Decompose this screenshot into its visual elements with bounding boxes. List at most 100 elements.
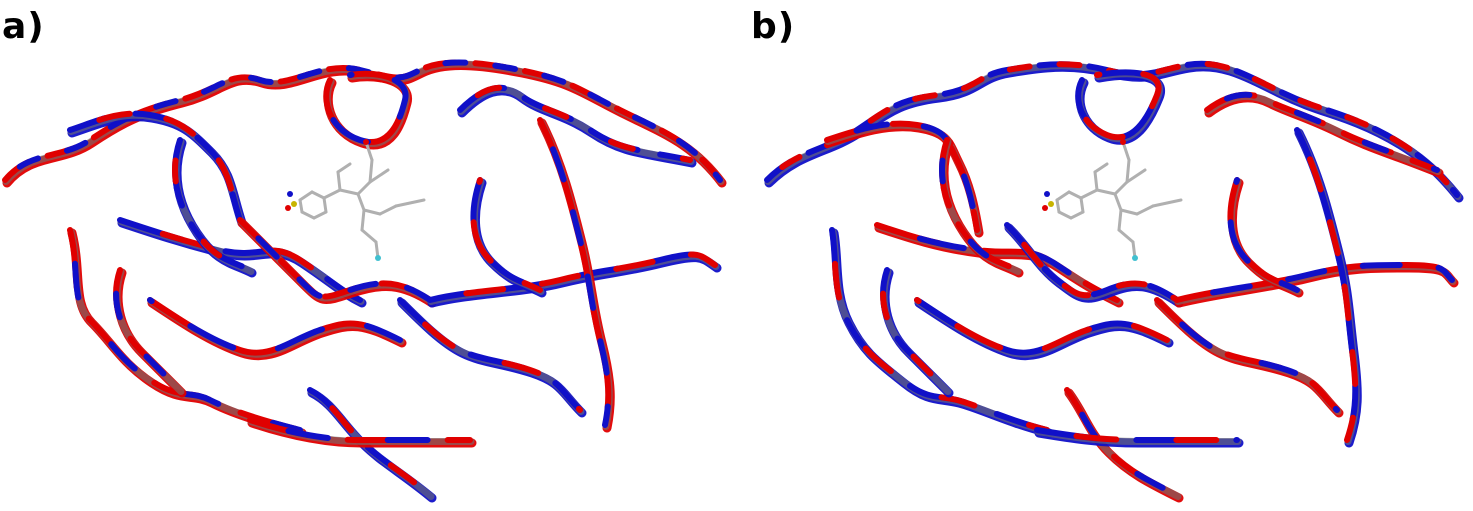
ligand-bond <box>356 180 372 196</box>
ligand-bond <box>356 192 366 212</box>
ligand-atom <box>1048 201 1054 207</box>
ligand-atom <box>1042 205 1048 211</box>
ribbon-front-segment-alt <box>2 59 723 183</box>
ribbon-front-segment <box>1227 177 1300 293</box>
ligand-atom <box>1044 191 1050 197</box>
ligand-bond <box>1121 140 1131 162</box>
ribbon-front-segment <box>537 117 612 428</box>
ribbon-front-segment-alt <box>1154 297 1340 413</box>
ribbon-front-segment-alt <box>537 117 612 428</box>
ribbon-front-segment <box>237 217 433 303</box>
panel-a: a) <box>0 0 736 511</box>
ligand-bond <box>1125 158 1131 184</box>
ligand-bond <box>1093 162 1109 174</box>
ribbon-front-segment-alt <box>1227 177 1300 293</box>
ligand-bond <box>322 196 328 214</box>
ribbon-front-segment-alt <box>1294 127 1359 443</box>
panel-b: b) <box>737 0 1473 511</box>
ligand-atom <box>285 205 291 211</box>
ligand-bond <box>1055 190 1071 202</box>
ligand-bond <box>378 204 398 216</box>
ligand-atom <box>287 191 293 197</box>
ribbon-front-segment-alt <box>237 217 433 303</box>
ribbon-back-segment <box>67 228 307 438</box>
ligand-bond <box>1057 210 1073 220</box>
ribbon-front-segment <box>1294 127 1359 443</box>
ligand-atom <box>375 255 381 261</box>
ligand-bond <box>336 162 352 174</box>
ribbon-front-segment <box>323 70 409 145</box>
ribbon-front-segment-alt <box>824 120 980 233</box>
ribbon-front-segment-alt <box>829 227 1050 433</box>
ligand-bond <box>1135 204 1155 216</box>
ligand-bond <box>362 208 382 216</box>
ligand-bond <box>1069 210 1085 220</box>
protein-structure-b <box>764 60 1464 503</box>
ribbon-back-segment <box>829 228 1054 438</box>
ribbon-front-segment-alt <box>1034 427 1240 444</box>
ribbon-front-segment-alt <box>1064 387 1180 498</box>
ligand-bond <box>368 158 374 184</box>
ribbon-front-segment-alt <box>764 60 1460 198</box>
ribbon-front-segment-alt <box>397 297 583 413</box>
ribbon-front-segment-alt <box>117 217 363 303</box>
ligand-bond <box>1093 170 1099 192</box>
ribbon-front-segment-alt <box>939 137 1020 273</box>
ligand-bond <box>300 210 316 220</box>
ribbon-front-segment-alt <box>427 251 718 303</box>
protein-structure-a <box>2 59 727 503</box>
ribbon-front-segment-alt <box>67 227 303 433</box>
ligand-bond <box>360 208 366 232</box>
ribbon-front-segment-alt <box>1075 69 1162 141</box>
ligand-bond <box>364 140 374 162</box>
ribbon-front-segment-alt <box>147 297 403 356</box>
ligand-bond <box>1079 196 1085 214</box>
ligand-bond <box>310 190 326 200</box>
ligand-bond <box>298 198 304 214</box>
ribbon-front-segment <box>470 177 543 293</box>
ribbon-front-segment-alt <box>172 137 253 273</box>
ligand-bond <box>1113 192 1123 212</box>
ligand-bond <box>1117 228 1135 244</box>
ribbon-front-segment-alt <box>914 297 1170 356</box>
ligand-bond <box>394 198 426 208</box>
ligand-atom <box>1120 139 1126 145</box>
ligand-bond <box>1113 180 1129 196</box>
ribbon-mid-segment <box>113 268 185 395</box>
ribbon-front-segment-alt <box>880 267 950 393</box>
ribbon-front-segment-alt <box>1174 261 1455 303</box>
ligand-bond <box>1095 188 1117 196</box>
ribbon-mid-segment <box>1154 298 1342 415</box>
panel-label-a: a) <box>2 6 45 47</box>
ribbon-front-segment-alt <box>457 84 693 163</box>
ligand-bond <box>1119 208 1139 216</box>
ligand-bond <box>1117 208 1123 232</box>
ribbon-mid-segment <box>397 298 585 415</box>
ligand-bond <box>368 168 390 184</box>
ribbon-front-segment-alt <box>307 387 433 498</box>
ligand-bond <box>338 188 360 196</box>
ribbon-front-segment <box>1154 297 1340 413</box>
ribbon-front-segment <box>1034 427 1240 444</box>
ligand-bond <box>1055 198 1061 214</box>
ligand-atom <box>363 139 369 145</box>
ribbon-mid-segment <box>67 111 245 225</box>
ribbon-front-segment-alt <box>1004 222 1180 303</box>
ligand-bond <box>1067 190 1083 200</box>
ribbon-front-segment-alt <box>113 267 183 393</box>
ribbon-front-segment-alt <box>470 177 543 293</box>
ligand-atom <box>1132 255 1138 261</box>
ligand-bond <box>298 190 314 202</box>
ligand-bond <box>1125 168 1147 184</box>
ligand-bond <box>360 228 378 244</box>
ribbon-front-segment <box>829 227 1050 433</box>
ribbon-front-segment-alt <box>67 110 243 223</box>
panel-label-b: b) <box>751 6 796 47</box>
ribbon-front-segment <box>247 417 473 443</box>
ligand-bond <box>312 210 328 220</box>
ligand-bond <box>336 170 342 192</box>
ribbon-front-segment-alt <box>1204 91 1440 173</box>
ribbon-front-segment-alt <box>874 222 1120 303</box>
ribbon-mid-segment <box>829 228 1052 435</box>
ligand-bond <box>1151 198 1183 208</box>
